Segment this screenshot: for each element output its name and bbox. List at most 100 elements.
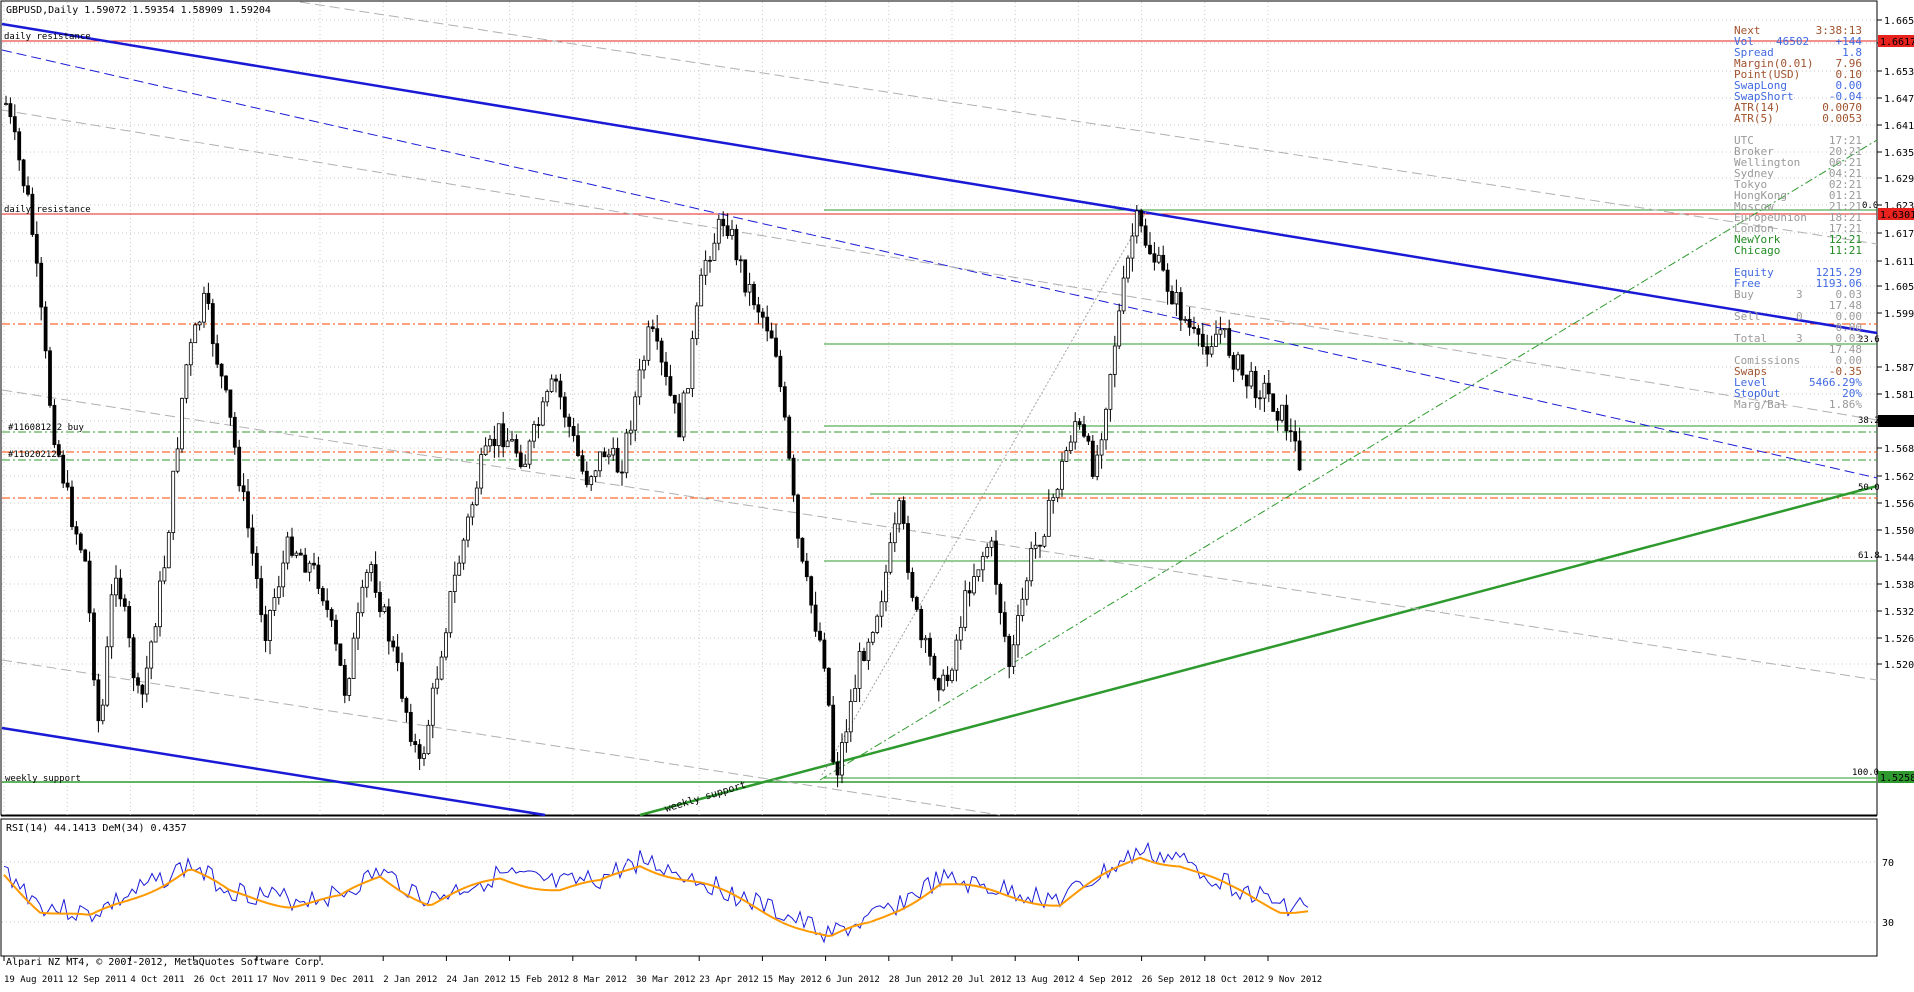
candle-body <box>92 612 96 681</box>
candle-body <box>730 228 734 237</box>
candle-body <box>976 569 981 577</box>
info-label: SwapLong <box>1734 79 1787 92</box>
candle-body <box>518 452 523 468</box>
info-label: ATR(14) <box>1734 101 1780 114</box>
candle-body <box>413 741 418 746</box>
price-tick-label: 1.60515 <box>1884 282 1914 293</box>
info-label: Comissions <box>1734 354 1800 367</box>
info-label: Spread <box>1734 46 1774 59</box>
candle-body <box>862 651 866 661</box>
candle-body <box>1284 404 1289 432</box>
candle-body <box>822 639 827 669</box>
candle-body <box>175 448 180 472</box>
fib-trendline[interactable] <box>821 211 1147 776</box>
candle-body <box>483 445 488 456</box>
candle-body <box>184 364 189 399</box>
candle-body <box>532 424 536 442</box>
price-tick-label: 1.58100 <box>1884 390 1914 401</box>
gray-channel-line[interactable] <box>1 109 1878 421</box>
green-dashdot-diagonal[interactable] <box>819 139 1878 781</box>
info-value: 0.0053 <box>1822 112 1862 125</box>
gray-channel-line[interactable] <box>1 389 1878 681</box>
candle-body <box>888 542 893 573</box>
candle-body <box>1249 370 1254 387</box>
candle-body <box>1288 430 1293 433</box>
candle-body <box>122 598 127 607</box>
candle-body <box>241 485 246 493</box>
candle-body <box>237 446 242 487</box>
info-value: 1.8 <box>1842 46 1862 59</box>
candle-body <box>809 576 814 606</box>
candle-body <box>281 562 286 588</box>
candle-body <box>1130 235 1135 259</box>
info-value: 1215.29 <box>1816 266 1862 279</box>
candle-body <box>580 455 585 472</box>
candle-body <box>1240 354 1245 376</box>
info-label: Equity <box>1734 266 1774 279</box>
time-tick-label: 19 Aug 2011 <box>4 975 64 985</box>
candle-body <box>307 562 312 573</box>
info-label: London <box>1734 222 1774 235</box>
candle-body <box>712 242 717 261</box>
candle-body <box>510 439 514 442</box>
candle-body <box>158 580 162 628</box>
candle-body <box>131 637 136 679</box>
candle-body <box>818 630 822 641</box>
trendlines[interactable] <box>1 1 1878 817</box>
candle-body <box>400 662 404 699</box>
info-value: 11:21 <box>1829 244 1862 257</box>
gray-channel-line[interactable] <box>1 659 1001 816</box>
order-label-2[interactable]: #110202122 <box>8 450 62 460</box>
candle-body <box>848 701 853 733</box>
candle-body <box>1024 580 1029 600</box>
candle-body <box>1068 441 1073 452</box>
candle-body <box>945 674 950 682</box>
candle-body <box>910 572 915 598</box>
time-axis: 19 Aug 2011 12 Sep 2011 4 Oct 2011 26 Oct 2… <box>3 956 1322 985</box>
candle-body <box>972 576 976 594</box>
info-value: -0.35 <box>1829 365 1862 378</box>
candle-body <box>1293 431 1298 442</box>
candle-body <box>558 380 563 398</box>
candle-body <box>1297 440 1302 471</box>
price-tick-label: 1.64745 <box>1884 94 1914 105</box>
time-tick-label: 12 Sep 2011 <box>67 975 127 985</box>
blue-dashed-line[interactable] <box>1 49 1878 479</box>
candle-body <box>1209 345 1214 355</box>
candle-body <box>1033 544 1038 549</box>
blue-channel-bottom[interactable] <box>1 726 546 817</box>
blue-channel-top[interactable] <box>1 22 1878 335</box>
info-value: 01:21 <box>1829 189 1862 202</box>
info-value: 18:21 <box>1829 211 1862 224</box>
candle-body <box>479 454 484 489</box>
candle-body <box>100 704 105 722</box>
green-trend-support[interactable] <box>639 484 1878 817</box>
price-tick-label: 1.65360 <box>1884 67 1914 78</box>
info-label: Margin(0.01) <box>1734 57 1813 70</box>
candle-body <box>386 606 391 642</box>
candle-body <box>356 612 360 639</box>
price-marker-label: 1.52587 <box>1880 773 1914 784</box>
candle-body <box>342 664 347 696</box>
candle-body <box>1271 393 1276 412</box>
info-value: 17:21 <box>1829 134 1862 147</box>
candle-body <box>26 185 30 195</box>
candle-body <box>892 523 897 544</box>
gray-channel-line[interactable] <box>299 1 1878 245</box>
order-buy-label[interactable]: #116081212 buy <box>8 423 84 433</box>
candle-body <box>672 394 677 404</box>
candle-body <box>457 562 462 576</box>
info-value: 0.03 <box>1836 288 1863 301</box>
candle-body <box>1060 460 1064 490</box>
candle-body <box>897 500 902 525</box>
price-tick-label: 1.55685 <box>1884 499 1914 510</box>
candle-body <box>646 326 651 361</box>
info-label: Vol <box>1734 35 1754 48</box>
candle-body <box>391 640 396 648</box>
fib-618-label: 61.8 <box>1858 551 1880 561</box>
candle-body <box>985 547 990 557</box>
candle-body <box>694 305 699 339</box>
candle-body <box>743 259 748 293</box>
